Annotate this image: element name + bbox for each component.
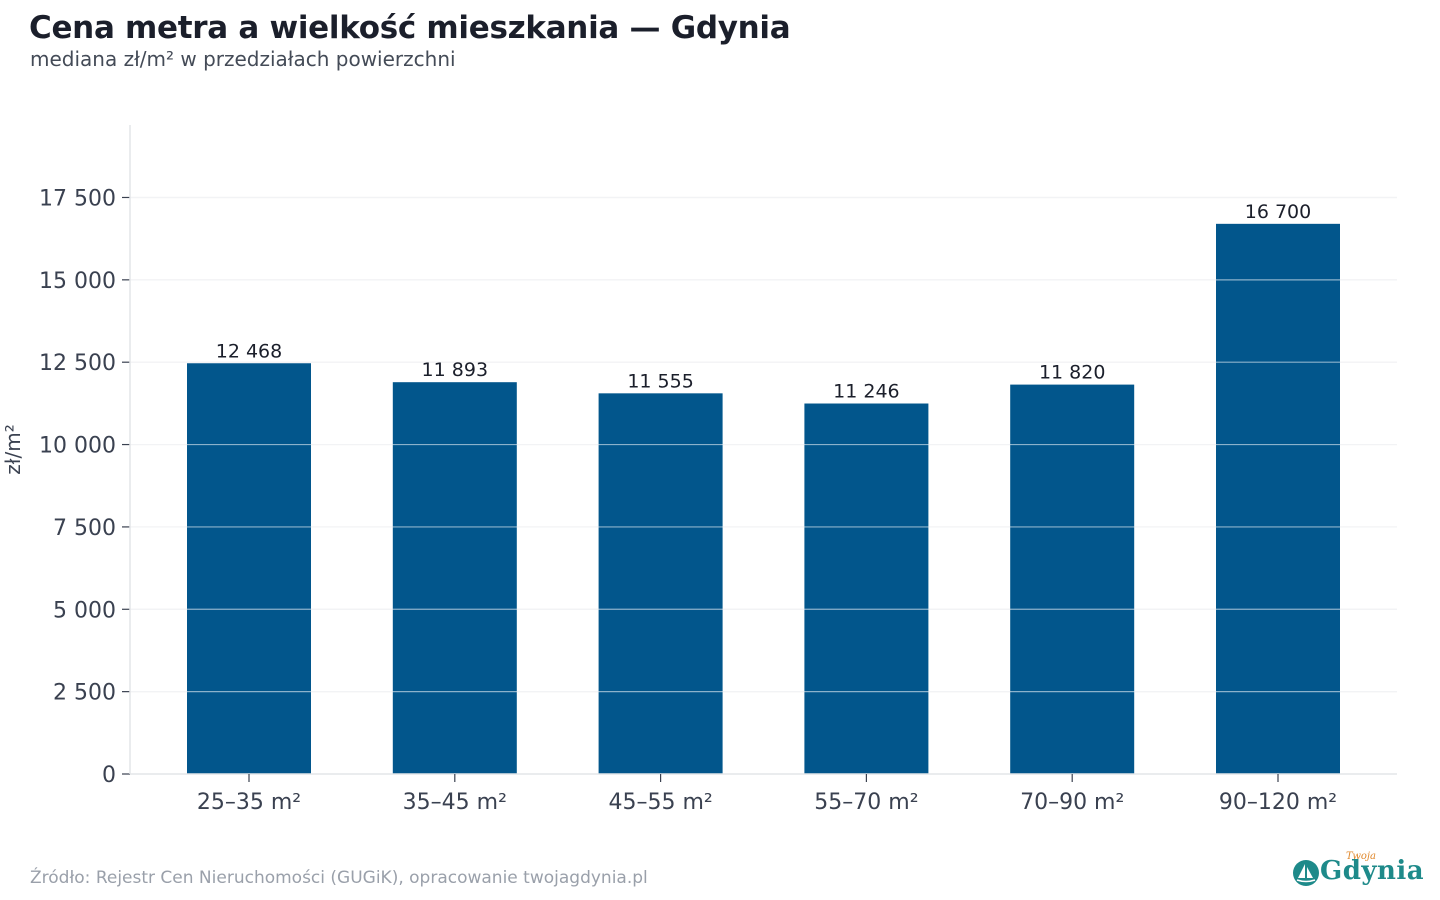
logo-small-text: Twoja [1346, 851, 1376, 862]
bar [598, 393, 723, 774]
y-tick-label: 10 000 [39, 434, 116, 459]
sailboat-icon [1293, 860, 1319, 886]
bar-chart: 0 2 500 5 000 7 500 10 000 12 500 15 000 17 500… [1, 125, 1397, 815]
bar-value-label: 11 555 [627, 370, 693, 392]
gdynia-logo: Twoja Gdynia [1290, 851, 1424, 891]
bar [1216, 223, 1340, 774]
data-labels: 12 468 11 893 11 555 11 246 11 820 16 700 [216, 201, 1311, 403]
bar [392, 382, 517, 774]
y-tick-label: 12 500 [39, 351, 116, 376]
chart-subtitle: mediana zł/m² w przedziałach powierzchni [30, 47, 456, 71]
source-note: Źródło: Rejestr Cen Nieruchomości (GUGiK… [30, 868, 648, 888]
axes: 0 2 500 5 000 7 500 10 000 12 500 15 000 17 500… [1, 125, 1397, 815]
y-tick-label: 17 500 [39, 186, 116, 211]
y-tick-label: 2 500 [53, 681, 116, 706]
y-tick-label: 5 000 [53, 598, 116, 623]
bar [1010, 384, 1135, 774]
bars [187, 223, 1340, 774]
x-tick-label: 25–35 m² [197, 790, 301, 815]
x-tick-label: 90–120 m² [1219, 790, 1337, 815]
x-tick-label: 35–45 m² [403, 790, 507, 815]
bar-value-label: 12 468 [216, 340, 282, 362]
bar-value-label: 11 246 [833, 381, 899, 403]
bar-value-label: 11 893 [422, 359, 488, 381]
y-axis-label: zł/m² [1, 424, 25, 474]
x-tick-label: 70–90 m² [1020, 790, 1124, 815]
bar-value-label: 11 820 [1039, 362, 1105, 384]
bar-value-label: 16 700 [1245, 201, 1311, 223]
bar [187, 363, 311, 774]
logo-text: Gdynia [1320, 856, 1425, 886]
y-tick-label: 15 000 [39, 269, 116, 294]
x-tick-label: 55–70 m² [814, 790, 918, 815]
y-tick-label: 0 [102, 763, 116, 788]
gridlines-overlay [130, 196, 1397, 693]
bar [804, 403, 929, 774]
x-tick-label: 45–55 m² [608, 790, 712, 815]
chart-title: Cena metra a wielkość mieszkania — Gdyni… [29, 10, 791, 46]
y-tick-label: 7 500 [53, 516, 116, 541]
